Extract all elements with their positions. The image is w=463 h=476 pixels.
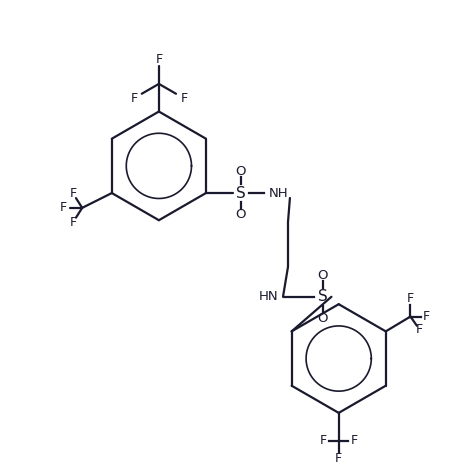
Text: NH: NH	[268, 187, 288, 199]
Text: F: F	[155, 53, 163, 66]
Text: O: O	[235, 208, 246, 221]
Text: O: O	[317, 312, 328, 325]
Text: F: F	[180, 92, 188, 105]
Text: O: O	[235, 165, 246, 178]
Text: F: F	[130, 92, 138, 105]
Text: S: S	[236, 186, 245, 200]
Text: F: F	[70, 216, 77, 228]
Text: F: F	[423, 310, 430, 323]
Text: F: F	[350, 434, 357, 447]
Text: F: F	[416, 323, 423, 337]
Text: F: F	[60, 201, 67, 214]
Text: HN: HN	[258, 290, 278, 303]
Text: F: F	[335, 452, 342, 465]
Text: F: F	[320, 434, 327, 447]
Text: O: O	[317, 268, 328, 281]
Text: S: S	[318, 289, 327, 304]
Text: F: F	[407, 292, 414, 305]
Text: F: F	[70, 187, 77, 200]
